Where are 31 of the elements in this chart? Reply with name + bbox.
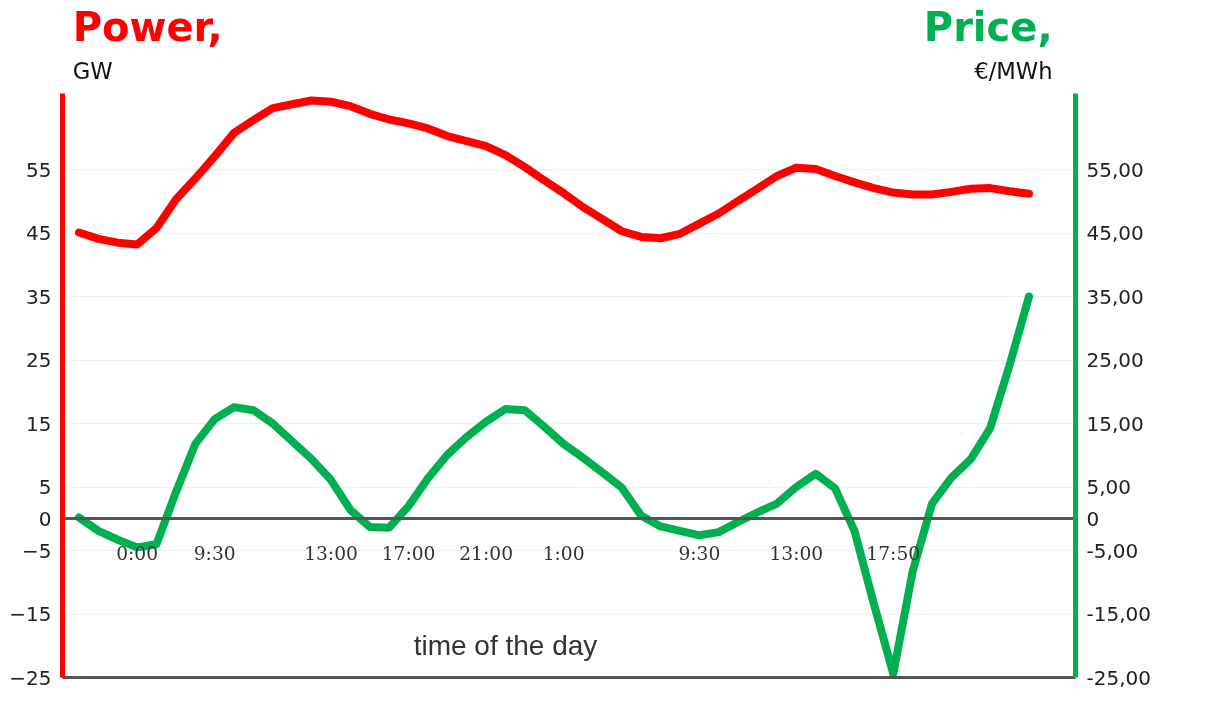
y2-tick-label: -15,00 bbox=[1086, 602, 1151, 627]
y2-tick-label: -5,00 bbox=[1086, 538, 1139, 563]
y2-tick-label: 5,00 bbox=[1086, 475, 1132, 500]
y2-tick-label: 35,00 bbox=[1086, 284, 1144, 309]
y2-tick-label: 55,00 bbox=[1086, 157, 1144, 182]
x-tick-label: 21:00 bbox=[459, 542, 513, 564]
y-tick-label: 15 bbox=[26, 411, 52, 436]
y-tick-label: −15 bbox=[9, 602, 52, 627]
x-tick-label: 13:00 bbox=[769, 542, 824, 564]
x-tick-label: 9:30 bbox=[678, 542, 721, 564]
y2-tick-label: 15,00 bbox=[1086, 411, 1144, 436]
y2-tick-label: 25,00 bbox=[1086, 348, 1144, 373]
x-tick-label: 13:00 bbox=[304, 542, 358, 564]
y-tick-label: 45 bbox=[26, 221, 52, 246]
x-axis-title: time of the day bbox=[413, 630, 598, 662]
y-tick-label: 0 bbox=[38, 506, 52, 531]
y2-axis-title: Price, €/MWh bbox=[923, 3, 1053, 84]
y-tick-label: 55 bbox=[26, 157, 52, 182]
x-tick-label: 0:00 bbox=[116, 542, 159, 564]
y2-tick-label: 0 bbox=[1086, 506, 1100, 531]
x-tick-label: 9:30 bbox=[193, 542, 236, 564]
y-tick-label: −5 bbox=[22, 538, 52, 563]
y2-tick-label: 45,00 bbox=[1086, 221, 1144, 246]
y-tick-label: 5 bbox=[38, 475, 52, 500]
y-tick-label: 25 bbox=[26, 348, 52, 373]
x-tick-label: 1:00 bbox=[542, 542, 585, 564]
y2-tick-label: -25,00 bbox=[1086, 665, 1151, 690]
x-tick-label: 17:00 bbox=[381, 542, 436, 564]
y-axis-title: Power, GW bbox=[72, 3, 223, 84]
y-tick-label: 35 bbox=[26, 284, 52, 309]
y-tick-label: −25 bbox=[9, 665, 52, 690]
